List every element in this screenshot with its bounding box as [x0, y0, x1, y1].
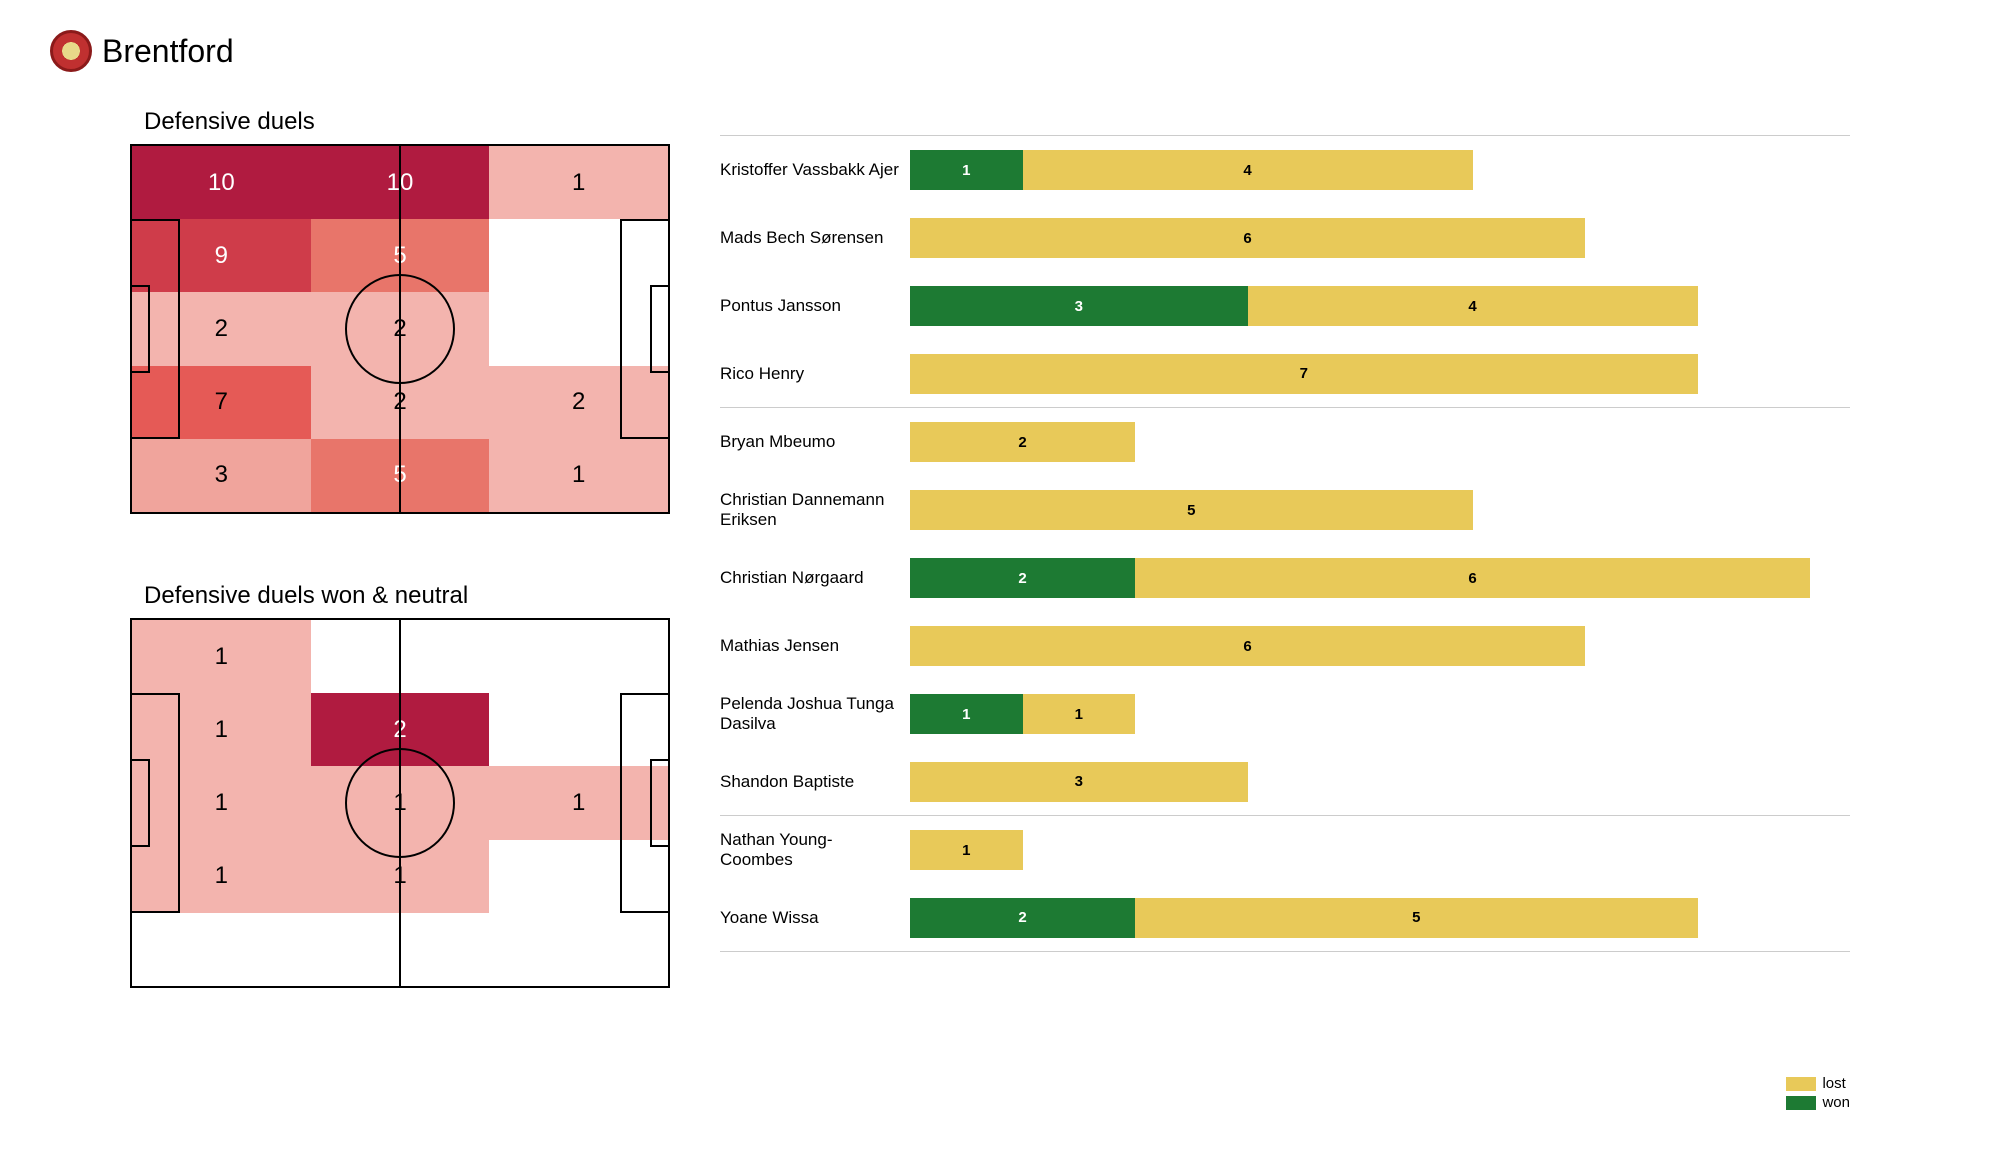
header: Brentford: [50, 30, 234, 72]
pitch-grid: 101019522722351: [130, 144, 670, 514]
pitch-marking-goal-left: [130, 285, 150, 373]
bar: 14: [910, 150, 1850, 190]
player-name: Christian Dannemann Eriksen: [720, 490, 910, 530]
player-row: Shandon Baptiste3: [720, 748, 1850, 816]
pitch-marking-center-circle: [345, 274, 455, 384]
team-logo-icon: [50, 30, 92, 72]
bar: 6: [910, 218, 1850, 258]
player-name: Christian Nørgaard: [720, 568, 910, 588]
bar-segment-lost: 3: [910, 762, 1248, 802]
pitch-marking-goal-right: [650, 759, 670, 847]
bar: 2: [910, 422, 1850, 462]
player-name: Pelenda Joshua Tunga Dasilva: [720, 694, 910, 734]
pitch-defensive-duels-won: Defensive duels won & neutral 11211111: [130, 582, 670, 988]
player-name: Mads Bech Sørensen: [720, 228, 910, 248]
bar-segment-lost: 6: [910, 626, 1585, 666]
pitch-defensive-duels: Defensive duels101019522722351: [130, 108, 670, 514]
bar-segment-lost: 1: [1023, 694, 1136, 734]
bar-segment-won: 1: [910, 150, 1023, 190]
player-row: Pontus Jansson34: [720, 272, 1850, 340]
legend-item-lost: lost: [1786, 1075, 1850, 1092]
legend-label-lost: lost: [1822, 1075, 1845, 1092]
bar: 7: [910, 354, 1850, 394]
player-bars-panel: Kristoffer Vassbakk Ajer14Mads Bech Søre…: [720, 135, 1850, 952]
bar-segment-lost: 2: [910, 422, 1135, 462]
legend-label-won: won: [1822, 1094, 1850, 1111]
bar-segment-lost: 4: [1248, 286, 1698, 326]
team-name: Brentford: [102, 33, 234, 70]
pitch-cell: 3: [132, 439, 311, 512]
player-name: Yoane Wissa: [720, 908, 910, 928]
bar-segment-lost: 7: [910, 354, 1698, 394]
bar-segment-lost: 1: [910, 830, 1023, 870]
legend-item-won: won: [1786, 1094, 1850, 1111]
bar-segment-lost: 4: [1023, 150, 1473, 190]
pitch-cell: [489, 620, 668, 693]
player-row: Christian Nørgaard26: [720, 544, 1850, 612]
pitch-grid: 11211111: [130, 618, 670, 988]
legend-swatch-lost: [1786, 1077, 1816, 1091]
player-row: Christian Dannemann Eriksen5: [720, 476, 1850, 544]
bar-segment-lost: 5: [1135, 898, 1698, 938]
pitch-cell: 1: [489, 146, 668, 219]
pitch-marking-goal-right: [650, 285, 670, 373]
bar-segment-won: 3: [910, 286, 1248, 326]
player-row: Nathan Young-Coombes1: [720, 816, 1850, 884]
bar: 3: [910, 762, 1850, 802]
player-row: Yoane Wissa25: [720, 884, 1850, 952]
pitch-cell: 1: [132, 620, 311, 693]
player-row: Kristoffer Vassbakk Ajer14: [720, 136, 1850, 204]
bar: 34: [910, 286, 1850, 326]
player-name: Bryan Mbeumo: [720, 432, 910, 452]
player-name: Nathan Young-Coombes: [720, 830, 910, 870]
bar-segment-lost: 6: [910, 218, 1585, 258]
player-name: Mathias Jensen: [720, 636, 910, 656]
pitch-cell: 10: [132, 146, 311, 219]
player-row: Pelenda Joshua Tunga Dasilva11: [720, 680, 1850, 748]
pitch-marking-goal-left: [130, 759, 150, 847]
pitch-marking-center-circle: [345, 748, 455, 858]
player-row: Mathias Jensen6: [720, 612, 1850, 680]
legend: lost won: [1786, 1075, 1850, 1113]
pitch-title: Defensive duels: [144, 108, 670, 136]
bar: 26: [910, 558, 1850, 598]
bar-segment-won: 1: [910, 694, 1023, 734]
bar-segment-lost: 6: [1135, 558, 1810, 598]
bar-segment-won: 2: [910, 558, 1135, 598]
player-name: Kristoffer Vassbakk Ajer: [720, 160, 910, 180]
player-row: Rico Henry7: [720, 340, 1850, 408]
player-name: Pontus Jansson: [720, 296, 910, 316]
pitch-cell: [489, 913, 668, 986]
bar: 1: [910, 830, 1850, 870]
player-name: Rico Henry: [720, 364, 910, 384]
bar-segment-lost: 5: [910, 490, 1473, 530]
player-row: Mads Bech Sørensen6: [720, 204, 1850, 272]
pitch-cell: [132, 913, 311, 986]
bar: 6: [910, 626, 1850, 666]
player-name: Shandon Baptiste: [720, 772, 910, 792]
bar: 25: [910, 898, 1850, 938]
bar: 11: [910, 694, 1850, 734]
pitch-cell: 1: [489, 439, 668, 512]
legend-swatch-won: [1786, 1096, 1816, 1110]
player-row: Bryan Mbeumo2: [720, 408, 1850, 476]
bar: 5: [910, 490, 1850, 530]
pitch-title: Defensive duels won & neutral: [144, 582, 670, 610]
bar-segment-won: 2: [910, 898, 1135, 938]
